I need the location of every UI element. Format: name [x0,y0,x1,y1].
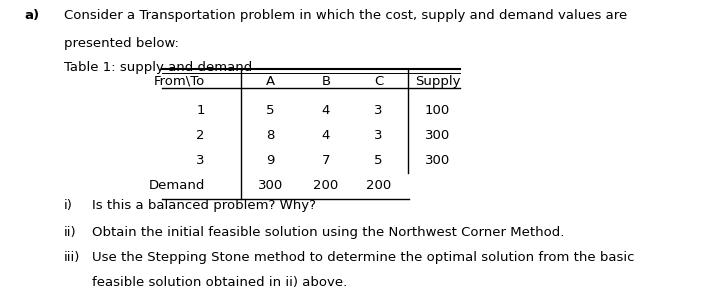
Text: 3: 3 [196,154,204,167]
Text: 3: 3 [374,104,382,117]
Text: 8: 8 [266,129,274,142]
Text: 3: 3 [374,129,382,142]
Text: 5: 5 [266,104,274,117]
Text: 300: 300 [258,179,283,192]
Text: 4: 4 [322,129,330,142]
Text: Supply: Supply [415,75,460,88]
Text: Demand: Demand [148,179,204,192]
Text: 2: 2 [196,129,204,142]
Text: B: B [321,75,330,88]
Text: 100: 100 [425,104,450,117]
Text: C: C [374,75,383,88]
Text: presented below:: presented below: [63,37,179,50]
Text: 4: 4 [322,104,330,117]
Text: iii): iii) [63,251,80,264]
Text: 200: 200 [313,179,338,192]
Text: Table 1: supply and demand: Table 1: supply and demand [63,61,252,74]
Text: Use the Stepping Stone method to determine the optimal solution from the basic: Use the Stepping Stone method to determi… [92,251,634,264]
Text: ii): ii) [63,226,76,239]
Text: From\To: From\To [153,75,204,88]
Text: Is this a balanced problem? Why?: Is this a balanced problem? Why? [92,199,316,212]
Text: 1: 1 [196,104,204,117]
Text: 5: 5 [374,154,382,167]
Text: 300: 300 [425,129,450,142]
Text: 200: 200 [366,179,391,192]
Text: Obtain the initial feasible solution using the Northwest Corner Method.: Obtain the initial feasible solution usi… [92,226,564,239]
Text: 7: 7 [322,154,330,167]
Text: A: A [266,75,275,88]
Text: Consider a Transportation problem in which the cost, supply and demand values ar: Consider a Transportation problem in whi… [63,9,627,22]
Text: feasible solution obtained in ii) above.: feasible solution obtained in ii) above. [92,276,347,289]
Text: i): i) [63,199,73,212]
Text: 9: 9 [266,154,274,167]
Text: 300: 300 [425,154,450,167]
Text: a): a) [24,9,40,22]
